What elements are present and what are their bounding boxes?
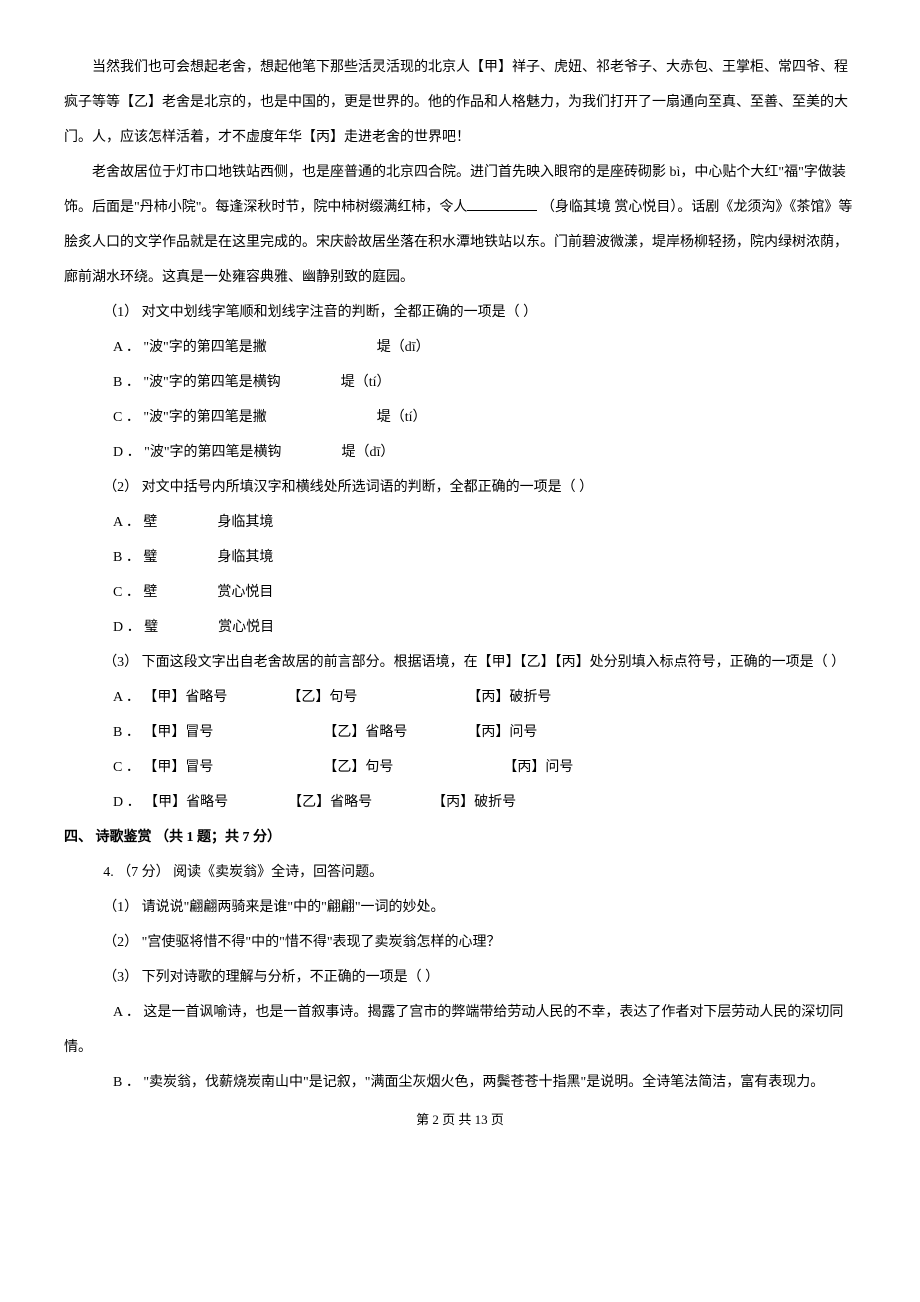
q3-option-a: A ． 【甲】省略号【乙】句号【丙】破折号 <box>64 680 856 715</box>
q2-option-a: A ． 壁身临其境 <box>64 505 856 540</box>
passage-paragraph-2: 老舍故居位于灯市口地铁站西侧，也是座普通的北京四合院。进门首先映入眼帘的是座砖砌… <box>64 155 856 295</box>
q1-option-b: B ． "波"字的第四笔是横钩堤（tí） <box>64 365 856 400</box>
q4-sub-1: （1） 请说说"翩翩两骑来是谁"中的"翩翩"一词的妙处。 <box>64 890 856 925</box>
q1-option-c: C ． "波"字的第四笔是撇堤（tí） <box>64 400 856 435</box>
q2-option-b: B ． 璧身临其境 <box>64 540 856 575</box>
q3-stem: （3） 下面这段文字出自老舍故居的前言部分。根据语境，在【甲】【乙】【丙】处分别… <box>64 645 856 680</box>
fill-blank <box>467 196 537 211</box>
page-footer: 第 2 页 共 13 页 <box>64 1110 856 1130</box>
passage-paragraph-1: 当然我们也可会想起老舍，想起他笔下那些活灵活现的北京人【甲】祥子、虎妞、祁老爷子… <box>64 50 856 155</box>
q3-option-b: B ． 【甲】冒号【乙】省略号【丙】问号 <box>64 715 856 750</box>
q1-option-d: D ． "波"字的第四笔是横钩堤（dī） <box>64 435 856 470</box>
q2-option-d: D ． 璧赏心悦目 <box>64 610 856 645</box>
q2-option-c: C ． 壁赏心悦目 <box>64 575 856 610</box>
page-container: 当然我们也可会想起老舍，想起他笔下那些活灵活现的北京人【甲】祥子、虎妞、祁老爷子… <box>0 0 920 1160</box>
q2-stem: （2） 对文中括号内所填汉字和横线处所选词语的判断，全都正确的一项是（ ） <box>64 470 856 505</box>
q4-sub-2: （2） "宫使驱将惜不得"中的"惜不得"表现了卖炭翁怎样的心理？ <box>64 925 856 960</box>
q4-option-a: A ． 这是一首讽喻诗，也是一首叙事诗。揭露了宫市的弊端带给劳动人民的不幸，表达… <box>64 995 856 1065</box>
section-4-heading: 四、 诗歌鉴赏 （共 1 题；共 7 分） <box>64 820 856 855</box>
q3-option-d: D ． 【甲】省略号【乙】省略号【丙】破折号 <box>64 785 856 820</box>
q4-sub-3: （3） 下列对诗歌的理解与分析，不正确的一项是（ ） <box>64 960 856 995</box>
q1-stem: （1） 对文中划线字笔顺和划线字注音的判断，全都正确的一项是（ ） <box>64 295 856 330</box>
q4-stem: 4. （7 分） 阅读《卖炭翁》全诗，回答问题。 <box>64 855 856 890</box>
q1-option-a: A ． "波"字的第四笔是撇堤（dī） <box>64 330 856 365</box>
q4-option-b: B ． "卖炭翁，伐薪烧炭南山中"是记叙，"满面尘灰烟火色，两鬓苍苍十指黑"是说… <box>64 1065 856 1100</box>
q3-option-c: C ． 【甲】冒号【乙】句号【丙】问号 <box>64 750 856 785</box>
